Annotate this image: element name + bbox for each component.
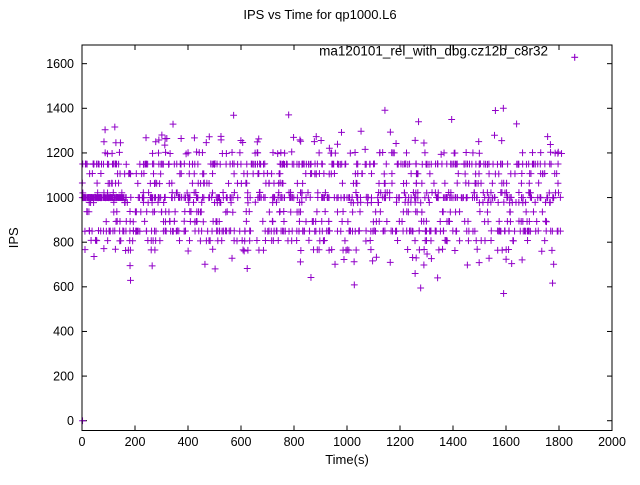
- svg-text:200: 200: [125, 435, 146, 449]
- svg-text:600: 600: [53, 280, 74, 294]
- svg-text:2000: 2000: [598, 435, 626, 449]
- svg-text:400: 400: [53, 325, 74, 339]
- svg-text:600: 600: [231, 435, 252, 449]
- svg-text:IPS: IPS: [6, 227, 21, 248]
- svg-text:1200: 1200: [46, 146, 74, 160]
- svg-text:0: 0: [67, 414, 74, 428]
- svg-text:ma120101_rel_with_dbg.cz12b_c8: ma120101_rel_with_dbg.cz12b_c8r32: [319, 44, 548, 59]
- svg-text:1400: 1400: [46, 102, 74, 116]
- svg-text:0: 0: [79, 435, 86, 449]
- svg-text:1000: 1000: [46, 191, 74, 205]
- svg-text:1600: 1600: [492, 435, 520, 449]
- svg-text:1000: 1000: [333, 435, 361, 449]
- svg-text:800: 800: [53, 235, 74, 249]
- svg-text:400: 400: [178, 435, 199, 449]
- svg-text:1600: 1600: [46, 57, 74, 71]
- svg-text:200: 200: [53, 369, 74, 383]
- svg-text:1800: 1800: [545, 435, 573, 449]
- svg-text:1200: 1200: [386, 435, 414, 449]
- svg-text:IPS vs Time for qp1000.L6: IPS vs Time for qp1000.L6: [243, 7, 396, 22]
- svg-text:800: 800: [284, 435, 305, 449]
- svg-text:Time(s): Time(s): [325, 452, 369, 467]
- svg-text:1400: 1400: [439, 435, 467, 449]
